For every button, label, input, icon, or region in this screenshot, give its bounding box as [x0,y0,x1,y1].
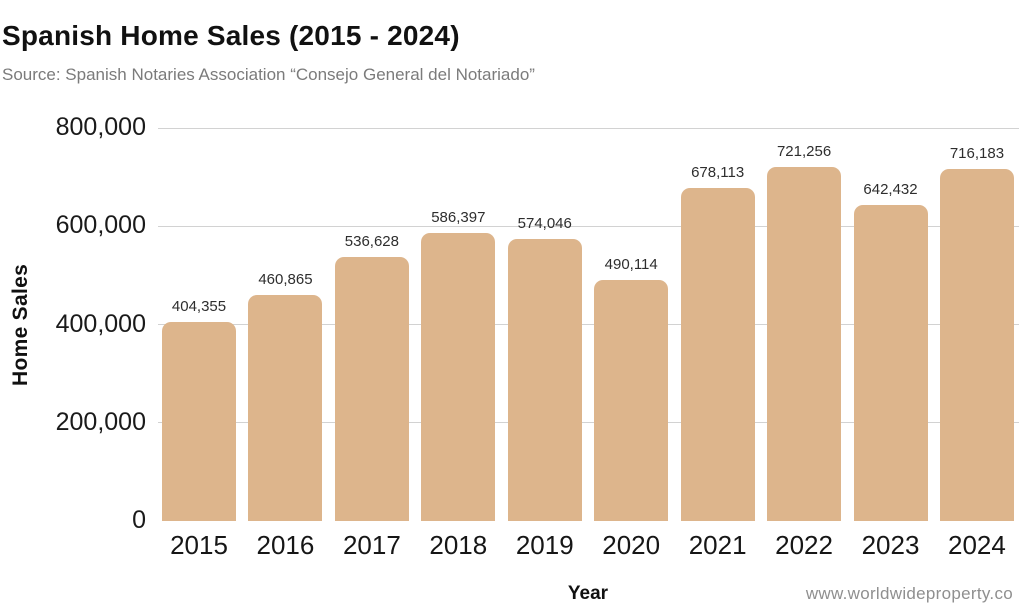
bar-value-label: 716,183 [949,145,1005,163]
bar [334,257,409,521]
bar [248,294,323,521]
bar-value-label: 642,432 [863,181,918,199]
x-tick-label: 2016 [256,530,315,560]
x-tick-label: 2019 [515,530,574,560]
bar-slot: 586,397 [421,128,496,521]
bar-value-label: 721,256 [776,142,832,160]
y-axis-ticks: 0 200,000 400,000 600,000 800,000 [0,113,146,534]
plot-area: 404,355 460,865 536,628 586,397 574,046 490,1… [158,127,1019,521]
x-tick-label: 2023 [861,530,920,560]
y-tick-label: 600,000 [55,211,146,240]
bar-value-label: 404,355 [171,298,227,316]
y-tick-label: 0 [132,505,146,534]
x-tick-label: 2017 [342,530,401,560]
y-tick-label: 400,000 [55,309,146,338]
bar-series: 404,355 460,865 536,628 586,397 574,046 490,1… [162,128,1014,521]
bar-slot: 678,113 [680,128,755,521]
gridline [158,324,1019,325]
x-tick-label: 2024 [948,530,1006,560]
chart-source: Source: Spanish Notaries Association “Co… [2,65,535,84]
bar [594,280,669,521]
bar-value-label: 460,865 [258,270,313,288]
gridline [158,422,1019,424]
gridlines [158,127,1019,521]
bar [162,322,236,521]
y-tick-label: 800,000 [55,112,146,141]
y-tick-label: 200,000 [55,407,146,436]
bar-slot: 642,432 [853,128,928,521]
bar-value-label: 678,113 [691,163,745,181]
bar [421,232,496,521]
gridline [158,225,1019,227]
watermark: www.worldwideproperty.co [805,584,1013,603]
bar [939,169,1014,521]
bar [507,239,582,521]
bar-value-label: 490,114 [604,256,658,274]
bar-value-label: 586,397 [431,208,486,226]
x-axis-title: Year [567,583,609,604]
bar-slot: 404,355 [162,128,236,521]
bar-slot: 460,865 [248,128,323,521]
bar [853,205,928,521]
bar-slot: 490,114 [594,128,669,521]
bar-slot: 536,628 [334,128,409,521]
bar [680,187,755,521]
x-tick-label: 2021 [688,530,747,560]
gridline [158,127,1019,129]
bar-value-label: 536,628 [344,233,399,251]
x-axis-ticks: 2015 2016 2017 2018 2019 2020 2021 2022 2023 2024 [162,530,1014,561]
chart-title: Spanish Home Sales (2015 - 2024) [2,20,460,51]
x-tick-label: 2015 [170,530,228,560]
bar-slot: 721,256 [767,128,842,521]
x-tick-label: 2018 [429,530,488,560]
bar-slot: 716,183 [939,128,1014,521]
bar-value-label: 574,046 [517,215,572,232]
x-tick-label: 2022 [775,530,833,560]
x-tick-label: 2020 [602,530,661,560]
bar-slot: 574,046 [507,128,582,521]
bar [767,166,842,521]
